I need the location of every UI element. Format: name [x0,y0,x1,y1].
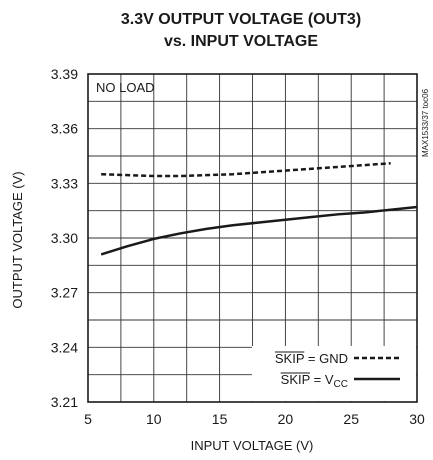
x-tick-label: 15 [212,411,228,427]
legend-entry-skip-gnd: SKIP = GND [274,351,400,366]
x-tick-label: 20 [278,411,294,427]
grid [88,74,417,402]
series-line-skip-vcc [100,205,418,256]
legend-vcc-rest: = V [310,372,334,387]
legend-label-skip-vcc: SKIP = VCC [281,372,348,390]
y-tick-label: 3.36 [51,121,78,137]
legend-skip-word: SKIP [275,351,304,366]
x-axis-label: INPUT VOLTAGE (V) [191,438,314,453]
series-line-skip-gnd [101,162,391,178]
chart-title-line1: 3.3V OUTPUT VOLTAGE (OUT3) [121,11,361,28]
side-label: MAX1533/37 toc06 [421,88,430,157]
legend-background [252,346,416,401]
series-group [100,162,418,256]
legend-vcc-subscript: CC [334,379,348,390]
chart-title-line2: vs. INPUT VOLTAGE [164,33,318,50]
x-tick-labels: 5 10 15 20 25 30 [84,411,425,427]
legend: SKIP = GND SKIP = VCC [252,346,416,401]
no-load-annotation: NO LOAD [96,80,155,95]
y-tick-label: 3.24 [51,339,78,355]
x-tick-label: 25 [343,411,359,427]
legend-label-skip-gnd: SKIP = GND [275,351,348,366]
y-tick-label: 3.27 [51,285,78,301]
x-tick-label: 10 [146,411,162,427]
plot-frame [87,73,418,403]
y-tick-label: 3.39 [51,66,78,82]
y-tick-labels: 3.21 3.24 3.27 3.30 3.33 3.36 3.39 [51,66,78,410]
y-axis-label: OUTPUT VOLTAGE (V) [10,171,25,308]
y-tick-label: 3.30 [51,230,78,246]
x-tick-label: 30 [409,411,425,427]
legend-gnd-rest: = GND [304,351,348,366]
legend-entry-skip-vcc: SKIP = VCC [280,372,400,390]
y-tick-label: 3.21 [51,394,78,410]
legend-skip-word: SKIP [281,372,310,387]
x-tick-label: 5 [84,411,92,427]
y-tick-label: 3.33 [51,175,78,191]
